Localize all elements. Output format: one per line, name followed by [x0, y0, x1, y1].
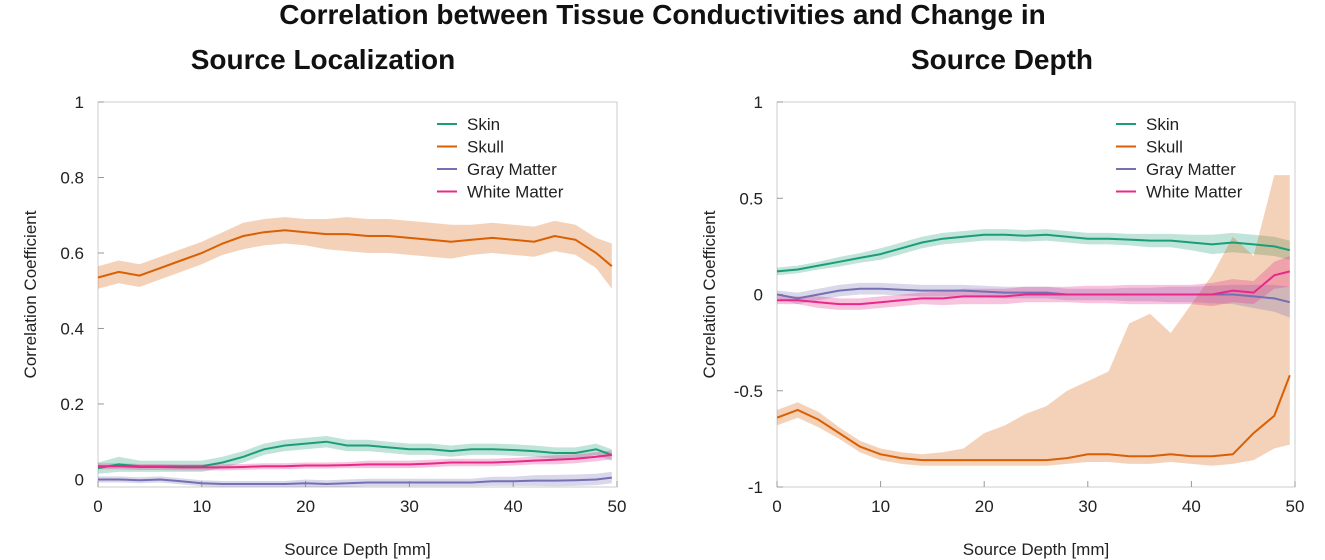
x-tick-label: 40: [1182, 497, 1201, 516]
right-chart-title: Source Depth: [910, 44, 1094, 75]
y-tick-label: 0: [75, 470, 84, 489]
x-tick-label: 10: [192, 497, 211, 516]
x-axis-label: Source Depth [mm]: [963, 540, 1109, 559]
line-skull: [777, 374, 1291, 462]
y-tick-label: 0.8: [60, 168, 84, 187]
y-tick-label: 0.2: [60, 395, 84, 414]
y-tick-label: -0.5: [734, 382, 763, 401]
y-axis-label: Correlation Coefficient: [21, 210, 40, 378]
x-tick-label: 30: [400, 497, 419, 516]
left-chart-title: Source Localization: [190, 44, 456, 75]
x-tick-label: 10: [871, 497, 890, 516]
x-tick-label: 40: [504, 497, 523, 516]
y-tick-label: 0.6: [60, 244, 84, 263]
band-gray-matter: [777, 282, 1290, 318]
y-tick-label: 1: [754, 93, 763, 112]
line-white-matter: [777, 270, 1291, 306]
x-tick-label: 30: [1078, 497, 1097, 516]
legend-label: Skull: [1146, 138, 1183, 157]
plot-frame: [97, 101, 618, 488]
legend-label: Skin: [1146, 115, 1179, 134]
line-gray-matter: [98, 476, 612, 486]
y-tick-label: 0.4: [60, 319, 84, 338]
plot-area: [98, 217, 613, 487]
y-tick-label: 0: [754, 286, 763, 305]
plot-area: [777, 175, 1291, 466]
y-axis-label: Correlation Coefficient: [700, 210, 719, 378]
band-skull: [777, 175, 1290, 466]
band-skin: [98, 436, 612, 474]
legend-label: White Matter: [467, 183, 564, 202]
x-tick-label: 50: [1286, 497, 1305, 516]
legend-label: Skull: [467, 138, 504, 157]
band-white-matter: [777, 256, 1290, 310]
chart-panel-0: 0 10 20 30 40 50 0 0.2 0.4 0.6 0.8 1 Source Depth [m…: [21, 93, 626, 559]
x-tick-label: 50: [608, 497, 627, 516]
line-skin: [777, 233, 1291, 273]
band-white-matter: [98, 450, 612, 471]
x-tick-label: 0: [93, 497, 102, 516]
legend-label: Gray Matter: [467, 160, 557, 179]
line-skin: [98, 440, 613, 470]
chart-panel-1: 0 10 20 30 40 50 -1 -0.5 0 0.5 1 Source Depth [mm] C…: [700, 93, 1304, 559]
y-tick-label: 0.5: [739, 189, 763, 208]
legend-label: Gray Matter: [1146, 160, 1236, 179]
line-white-matter: [98, 453, 612, 469]
band-skull: [98, 217, 612, 289]
y-tick-label: -1: [748, 478, 763, 497]
y-tick-label: 1: [75, 93, 84, 112]
x-axis-label: Source Depth [mm]: [284, 540, 430, 559]
legend-label: White Matter: [1146, 183, 1243, 202]
legend-label: Skin: [467, 115, 500, 134]
figure-title: Correlation between Tissue Conductivitie…: [279, 0, 1046, 30]
line-skull: [98, 229, 613, 279]
x-tick-label: 20: [975, 497, 994, 516]
x-tick-label: 0: [772, 497, 781, 516]
x-tick-label: 20: [296, 497, 315, 516]
